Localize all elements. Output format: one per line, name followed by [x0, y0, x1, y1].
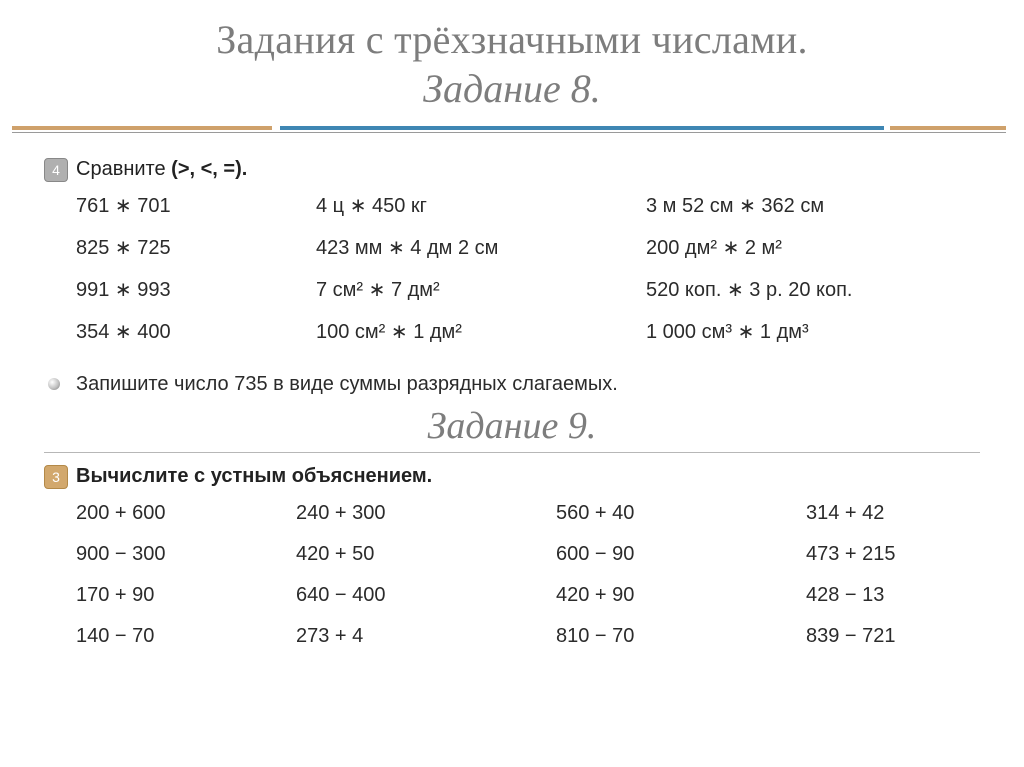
calc-cell: 420 + 90 [556, 580, 796, 611]
calc-cell: 140 − 70 [76, 621, 286, 652]
compare-cell: 761 ∗ 701 [76, 191, 306, 221]
calc-cell: 600 − 90 [556, 539, 796, 570]
calc-cell: 200 + 600 [76, 498, 286, 529]
calc-cell: 273 + 4 [296, 621, 546, 652]
calc-cell: 170 + 90 [76, 580, 286, 611]
compare-cell: 354 ∗ 400 [76, 317, 306, 347]
content: 4 Сравните (>, <, =). 761 ∗ 701 4 ц ∗ 45… [0, 148, 1024, 664]
exercise-badge-number: 4 [52, 162, 60, 178]
compare-cell: 520 коп. ∗ 3 р. 20 коп. [646, 275, 978, 305]
exercise-badge: 3 [44, 465, 68, 489]
compare-cell: 4 ц ∗ 450 кг [316, 191, 636, 221]
calc-cell: 810 − 70 [556, 621, 796, 652]
exercise-note: Запишите число 735 в виде суммы разрядны… [76, 373, 618, 395]
compare-cell: 7 см² ∗ 7 дм² [316, 275, 636, 305]
exercise-badge: 4 [44, 158, 68, 182]
compare-cell: 200 дм² ∗ 2 м² [646, 233, 978, 263]
accent-tan-left [12, 126, 272, 130]
compare-cell: 423 мм ∗ 4 дм 2 см [316, 233, 636, 263]
title-block: Задания с трёхзначными числами. Задание … [0, 16, 1024, 112]
exercise-heading: Вычислите с устным объяснением. [76, 465, 978, 488]
compare-cell: 3 м 52 см ∗ 362 см [646, 191, 978, 221]
exercise-heading: Сравните (>, <, =). [76, 158, 978, 181]
exercise-note-row: Запишите число 735 в виде суммы разрядны… [26, 373, 998, 396]
accent-rule [12, 132, 1006, 133]
compare-cell: 1 000 см³ ∗ 1 дм³ [646, 317, 978, 347]
exercise-heading-prefix: Сравните [76, 158, 171, 180]
slide: Задания с трёхзначными числами. Задание … [0, 0, 1024, 767]
section-subtitle: Задание 9. [26, 404, 998, 448]
exercise-9: 3 Вычислите с устным объяснением. 200 + … [26, 455, 998, 664]
calc-cell: 314 + 42 [806, 498, 978, 529]
compare-grid: 761 ∗ 701 4 ц ∗ 450 кг 3 м 52 см ∗ 362 с… [76, 191, 978, 347]
page-title: Задания с трёхзначными числами. [0, 16, 1024, 63]
accent-divider [0, 120, 1024, 134]
exercise-8: 4 Сравните (>, <, =). 761 ∗ 701 4 ц ∗ 45… [26, 148, 998, 359]
calc-cell: 420 + 50 [296, 539, 546, 570]
compare-cell: 100 см² ∗ 1 дм² [316, 317, 636, 347]
calc-cell: 240 + 300 [296, 498, 546, 529]
calc-cell: 560 + 40 [556, 498, 796, 529]
calc-cell: 473 + 215 [806, 539, 978, 570]
compare-cell: 991 ∗ 993 [76, 275, 306, 305]
calc-cell: 900 − 300 [76, 539, 286, 570]
exercise-badge-number: 3 [52, 469, 60, 485]
calc-cell: 839 − 721 [806, 621, 978, 652]
compare-cell: 825 ∗ 725 [76, 233, 306, 263]
page-subtitle: Задание 8. [0, 65, 1024, 112]
calc-cell: 428 − 13 [806, 580, 978, 611]
accent-blue [280, 126, 884, 130]
exercise-heading-suffix: (>, <, =). [171, 158, 247, 180]
calc-grid: 200 + 600 240 + 300 560 + 40 314 + 42 90… [76, 498, 978, 652]
bullet-icon [48, 378, 60, 390]
calc-cell: 640 − 400 [296, 580, 546, 611]
accent-tan-right [890, 126, 1006, 130]
section-divider [44, 452, 980, 453]
